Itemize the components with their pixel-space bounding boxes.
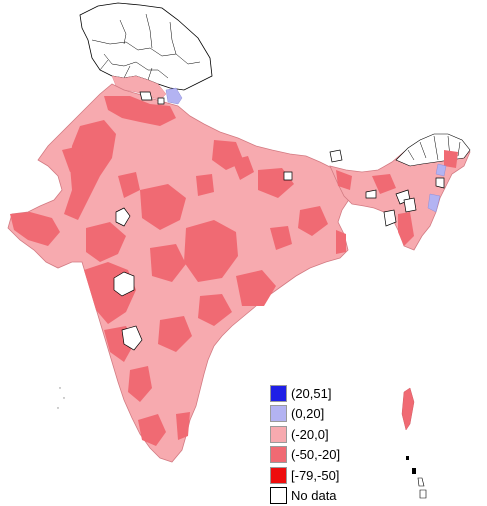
legend-label: (-50,-20] bbox=[291, 446, 340, 463]
legend-label: [-79,-50] bbox=[291, 467, 339, 484]
legend-swatch bbox=[270, 467, 287, 484]
legend-item: (-50,-20] bbox=[270, 445, 390, 466]
legend-item: (20,51] bbox=[270, 383, 390, 404]
legend-label: (20,51] bbox=[291, 385, 331, 402]
no-data-region-north bbox=[80, 3, 212, 90]
legend-swatch bbox=[270, 385, 287, 402]
legend-item: [-79,-50] bbox=[270, 465, 390, 486]
positive-region-north bbox=[166, 88, 182, 104]
legend-swatch bbox=[270, 487, 287, 504]
legend-label: (-20,0] bbox=[291, 426, 329, 443]
legend-swatch bbox=[270, 446, 287, 463]
legend-label: (0,20] bbox=[291, 405, 324, 422]
andaman-nicobar-islands bbox=[402, 388, 426, 498]
map-legend: (20,51] (0,20] (-20,0] (-50,-20] [-79,-5… bbox=[270, 383, 390, 506]
legend-swatch bbox=[270, 426, 287, 443]
legend-item: No data bbox=[270, 486, 390, 506]
legend-item: (-20,0] bbox=[270, 424, 390, 445]
legend-swatch bbox=[270, 405, 287, 422]
legend-item: (0,20] bbox=[270, 404, 390, 425]
legend-label: No data bbox=[291, 487, 337, 504]
lakshadweep-islands bbox=[57, 387, 64, 408]
